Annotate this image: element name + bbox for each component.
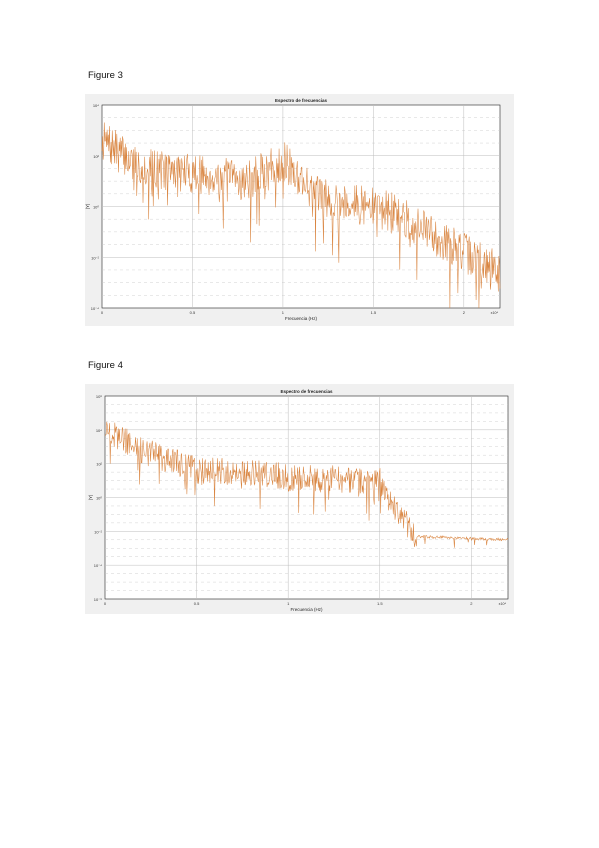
x-axis-label: Frecuencia (Hz): [285, 316, 318, 321]
x-axis-label: Frecuencia (Hz): [290, 607, 323, 612]
y-tick-label: 10⁻⁴: [94, 563, 103, 568]
y-tick-label: 10⁶: [96, 394, 102, 399]
x-tick-label: 0: [104, 601, 107, 606]
x-exponent-label: x10⁴: [491, 311, 499, 315]
x-tick-label: 0.5: [194, 601, 200, 606]
y-tick-label: 10⁰: [93, 205, 99, 210]
figure-3-label: Figure 3: [88, 70, 123, 81]
y-axis-label: |Y|: [88, 495, 93, 500]
figure-4-chart: 10⁶ 10⁴ 10² 10⁰ 10⁻² 10⁻⁴ 10⁻⁶0 0.5 1 1.5 2 x10⁴ Esp…: [88, 389, 509, 612]
x-tick-label: 0.5: [190, 310, 196, 315]
y-tick-label: 10²: [93, 154, 99, 159]
y-tick-label: 10⁻²: [91, 255, 100, 260]
y-tick-label: 10⁰: [96, 496, 102, 501]
figure-3-frame: 10⁴ 10² 10⁰ 10⁻² 10⁻⁴ 0 0.5 1 1.5 2 x10⁴ Espectro d…: [85, 94, 514, 326]
y-tick-label: 10⁻⁴: [91, 306, 100, 311]
y-tick-label: 10⁻⁶: [94, 597, 103, 602]
x-tick-label: 1.5: [377, 601, 383, 606]
chart-title: Espectro de frecuencias: [275, 98, 328, 103]
figure-4-label: Figure 4: [88, 360, 123, 371]
figure-3-chart: 10⁴ 10² 10⁰ 10⁻² 10⁻⁴0 0.5 1 1.5 2 x10⁴ Espectro d…: [85, 98, 501, 321]
x-tick-label: 2: [463, 310, 466, 315]
figure-4-frame: 10⁶ 10⁴ 10² 10⁰ 10⁻² 10⁻⁴ 10⁻⁶ 0 0.5 1 1.5 2 x10⁴ Esp…: [85, 384, 514, 614]
x-exponent-label: x10⁴: [499, 602, 507, 606]
x-tick-label: 1.5: [371, 310, 377, 315]
y-axis-label: |Y|: [85, 204, 90, 209]
y-tick-label: 10²: [96, 462, 102, 467]
x-tick-label: 2: [470, 601, 473, 606]
x-tick-label: 1: [282, 310, 285, 315]
x-tick-label: 1: [287, 601, 290, 606]
chart-title: Espectro de frecuencias: [280, 389, 333, 394]
spectrum-series-line: [101, 122, 501, 309]
y-tick-label: 10⁻²: [94, 529, 103, 534]
x-tick-label: 0: [101, 310, 104, 315]
spectrum-series-line: [104, 421, 509, 548]
y-tick-label: 10⁴: [96, 428, 102, 433]
y-tick-label: 10⁴: [93, 103, 99, 108]
